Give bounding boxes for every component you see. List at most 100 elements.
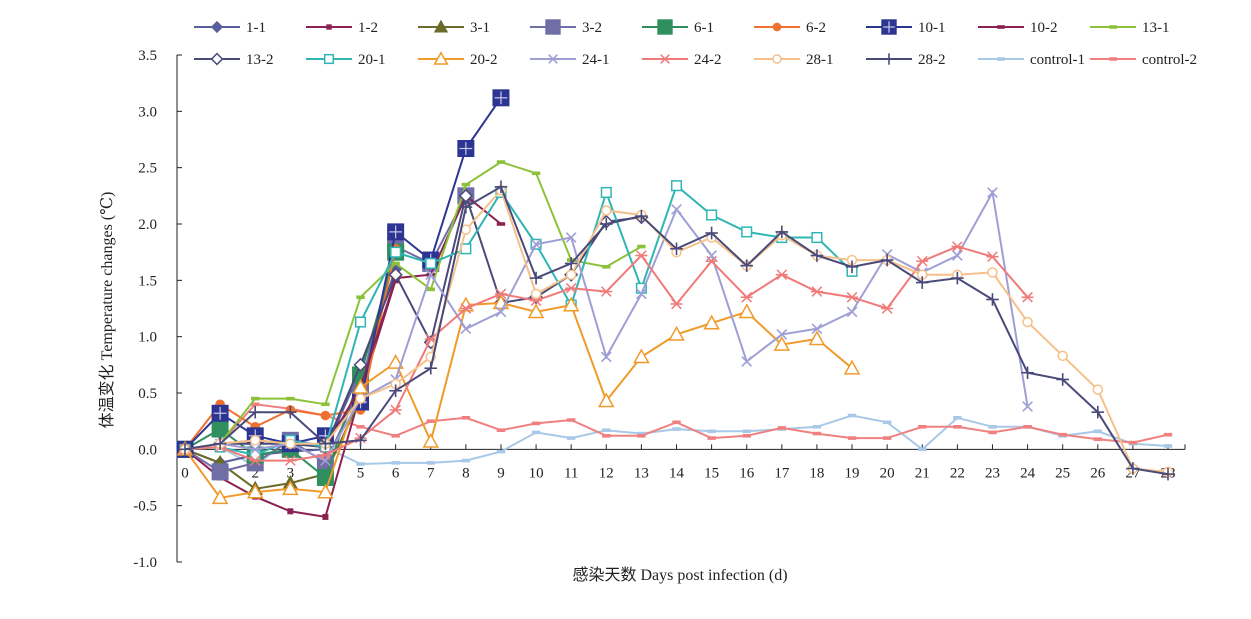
x-tick-label: 11 <box>564 465 578 481</box>
data-point <box>918 447 927 452</box>
legend-item-3-1: 3-1 <box>418 19 490 36</box>
data-point <box>1128 440 1138 445</box>
data-point <box>210 52 224 66</box>
series-28-2 <box>178 180 1175 481</box>
x-tick-label: 18 <box>809 465 824 481</box>
data-point <box>211 420 229 438</box>
data-point <box>706 209 718 221</box>
data-point <box>460 323 472 335</box>
data-point <box>356 295 365 300</box>
data-point <box>988 425 997 429</box>
y-tick-label: 2.0 <box>138 217 157 233</box>
data-point <box>637 434 646 438</box>
data-point <box>741 226 753 238</box>
data-point <box>707 429 716 434</box>
data-point <box>1109 57 1117 61</box>
x-tick-label: 19 <box>845 465 860 481</box>
data-point <box>811 323 823 335</box>
data-point <box>527 303 545 319</box>
data-point <box>633 348 650 364</box>
data-point <box>601 205 612 216</box>
data-point <box>1058 432 1067 437</box>
data-point <box>426 461 435 465</box>
y-tick-label: 2.5 <box>138 161 157 177</box>
series-24-2 <box>179 241 1034 466</box>
legend-item-6-1: 6-1 <box>642 19 714 36</box>
data-point <box>1163 444 1173 448</box>
data-point <box>548 54 558 64</box>
data-point <box>282 480 299 496</box>
data-point <box>285 438 296 449</box>
legend-item-control-1: control-1 <box>978 52 1085 68</box>
data-point <box>390 246 402 258</box>
x-tick-label: 8 <box>462 465 470 481</box>
y-tick-label: -1.0 <box>133 555 157 571</box>
data-point <box>433 19 449 33</box>
data-point <box>531 171 541 176</box>
data-point <box>997 25 1005 29</box>
series-line <box>184 160 642 451</box>
data-point <box>776 329 788 340</box>
data-point <box>997 57 1005 61</box>
data-point <box>657 19 673 35</box>
x-tick-label: 23 <box>985 465 1000 481</box>
data-point <box>321 402 330 407</box>
legend-label: control-1 <box>1030 52 1085 68</box>
data-point <box>773 336 791 351</box>
data-point <box>246 483 264 499</box>
data-point <box>987 267 998 278</box>
x-tick-label: 5 <box>357 465 365 481</box>
data-point <box>1093 429 1102 434</box>
legend-label: 24-1 <box>582 52 610 68</box>
data-point <box>1093 437 1102 441</box>
legend-label: 3-1 <box>470 20 490 36</box>
data-point <box>1022 316 1033 328</box>
y-tick-label: 3.0 <box>138 104 157 120</box>
data-point <box>602 428 611 432</box>
data-point <box>422 432 440 448</box>
data-point <box>953 425 962 429</box>
data-point <box>741 356 753 367</box>
legend-label: 28-2 <box>918 52 946 68</box>
legend-item-20-2: 20-2 <box>418 51 498 68</box>
legend-label: 10-2 <box>1030 20 1058 36</box>
x-tick-label: 9 <box>497 465 505 481</box>
data-point <box>496 449 506 454</box>
data-point <box>496 428 506 432</box>
x-tick-label: 25 <box>1055 465 1070 481</box>
data-point <box>987 187 998 198</box>
data-point <box>356 462 365 466</box>
legend-label: 20-2 <box>470 52 498 68</box>
data-point <box>808 330 826 346</box>
data-point <box>636 288 647 300</box>
data-point <box>738 303 755 319</box>
x-tick-label: 12 <box>599 465 614 481</box>
legend-label: control-2 <box>1142 52 1197 68</box>
legend-item-6-2: 6-2 <box>754 20 826 36</box>
data-point <box>953 415 962 420</box>
x-tick-label: 24 <box>1020 465 1036 481</box>
series-line <box>184 192 642 451</box>
legend-item-1-1: 1-1 <box>194 20 266 36</box>
data-point <box>425 257 437 269</box>
data-point <box>772 22 782 32</box>
x-tick-label: 6 <box>392 465 400 481</box>
y-tick-label: 0.5 <box>138 386 157 402</box>
data-point <box>1163 432 1173 437</box>
y-tick-label: 1.5 <box>138 273 157 289</box>
data-point <box>545 19 561 35</box>
data-point <box>530 238 542 250</box>
legend-item-10-1: 10-1 <box>866 19 946 36</box>
data-point <box>211 463 229 481</box>
data-point <box>602 265 611 269</box>
data-point <box>387 354 404 369</box>
series-line <box>184 301 853 499</box>
data-point <box>777 426 787 430</box>
x-tick-label: 10 <box>529 465 544 481</box>
data-point <box>847 413 857 418</box>
legend-item-28-2: 28-2 <box>866 52 946 68</box>
data-point <box>425 269 437 281</box>
data-point <box>562 296 580 312</box>
legend-label: 24-2 <box>694 52 722 68</box>
data-point <box>672 420 681 425</box>
